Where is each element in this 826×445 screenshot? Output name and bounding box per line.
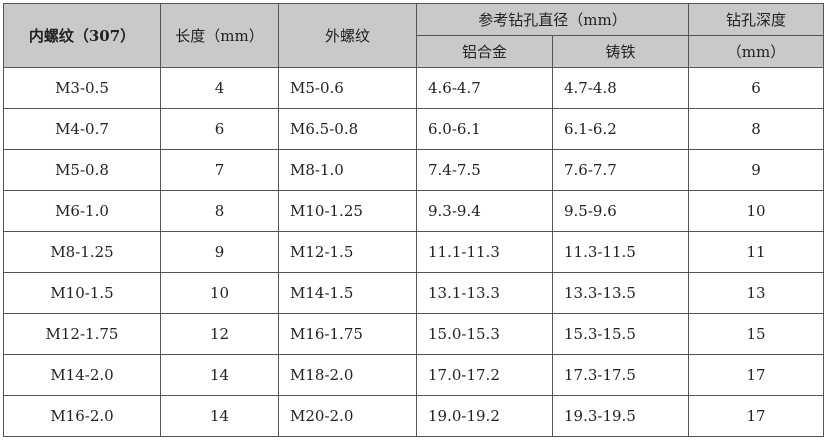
cell-external-thread: M20-2.0 xyxy=(278,395,417,437)
cell-external-thread: M8-1.0 xyxy=(278,149,417,191)
table-row: M12-1.75 12 M16-1.75 15.0-15.3 15.3-15.5 15 xyxy=(3,313,824,355)
cell-internal-thread: M6-1.0 xyxy=(3,190,161,232)
table-row: M4-0.7 6 M6.5-0.8 6.0-6.1 6.1-6.2 8 xyxy=(3,108,824,150)
cell-external-thread: M14-1.5 xyxy=(278,272,417,314)
cell-aluminum-diameter: 19.0-19.2 xyxy=(416,395,553,437)
header-drill-depth: 钻孔深度 xyxy=(688,3,824,36)
header-internal-thread: 内螺纹（307） xyxy=(3,3,161,68)
cell-length: 4 xyxy=(160,67,279,109)
table-row: M16-2.0 14 M20-2.0 19.0-19.2 19.3-19.5 17 xyxy=(3,395,824,437)
cell-external-thread: M12-1.5 xyxy=(278,231,417,273)
cell-aluminum-diameter: 17.0-17.2 xyxy=(416,354,553,396)
cell-cast-iron-diameter: 17.3-17.5 xyxy=(552,354,689,396)
cell-drill-depth: 15 xyxy=(688,313,824,355)
cell-length: 14 xyxy=(160,354,279,396)
cell-internal-thread: M5-0.8 xyxy=(3,149,161,191)
cell-cast-iron-diameter: 19.3-19.5 xyxy=(552,395,689,437)
header-length: 长度（mm） xyxy=(160,3,279,68)
cell-external-thread: M6.5-0.8 xyxy=(278,108,417,150)
cell-cast-iron-diameter: 4.7-4.8 xyxy=(552,67,689,109)
table-row: M3-0.5 4 M5-0.6 4.6-4.7 4.7-4.8 6 xyxy=(3,67,824,109)
cell-external-thread: M10-1.25 xyxy=(278,190,417,232)
cell-external-thread: M16-1.75 xyxy=(278,313,417,355)
cell-drill-depth: 17 xyxy=(688,395,824,437)
cell-aluminum-diameter: 4.6-4.7 xyxy=(416,67,553,109)
cell-cast-iron-diameter: 13.3-13.5 xyxy=(552,272,689,314)
cell-length: 9 xyxy=(160,231,279,273)
table-row: M10-1.5 10 M14-1.5 13.1-13.3 13.3-13.5 13 xyxy=(3,272,824,314)
cell-length: 8 xyxy=(160,190,279,232)
cell-external-thread: M18-2.0 xyxy=(278,354,417,396)
cell-length: 10 xyxy=(160,272,279,314)
cell-cast-iron-diameter: 9.5-9.6 xyxy=(552,190,689,232)
cell-aluminum-diameter: 9.3-9.4 xyxy=(416,190,553,232)
cell-drill-depth: 6 xyxy=(688,67,824,109)
table-row: M6-1.0 8 M10-1.25 9.3-9.4 9.5-9.6 10 xyxy=(3,190,824,232)
header-external-thread: 外螺纹 xyxy=(278,3,417,68)
cell-aluminum-diameter: 7.4-7.5 xyxy=(416,149,553,191)
cell-drill-depth: 9 xyxy=(688,149,824,191)
cell-external-thread: M5-0.6 xyxy=(278,67,417,109)
thread-spec-table: 内螺纹（307） 长度（mm） 外螺纹 参考钻孔直径（mm） 钻孔深度 铝合金 … xyxy=(3,3,824,437)
cell-internal-thread: M4-0.7 xyxy=(3,108,161,150)
cell-cast-iron-diameter: 7.6-7.7 xyxy=(552,149,689,191)
cell-length: 6 xyxy=(160,108,279,150)
cell-length: 14 xyxy=(160,395,279,437)
cell-drill-depth: 8 xyxy=(688,108,824,150)
header-drill-diameter: 参考钻孔直径（mm） xyxy=(416,3,689,36)
cell-aluminum-diameter: 13.1-13.3 xyxy=(416,272,553,314)
cell-internal-thread: M8-1.25 xyxy=(3,231,161,273)
table-row: M8-1.25 9 M12-1.5 11.1-11.3 11.3-11.5 11 xyxy=(3,231,824,273)
cell-cast-iron-diameter: 6.1-6.2 xyxy=(552,108,689,150)
header-cast-iron: 铸铁 xyxy=(552,35,689,68)
cell-internal-thread: M10-1.5 xyxy=(3,272,161,314)
cell-aluminum-diameter: 11.1-11.3 xyxy=(416,231,553,273)
table-row: M5-0.8 7 M8-1.0 7.4-7.5 7.6-7.7 9 xyxy=(3,149,824,191)
header-aluminum: 铝合金 xyxy=(416,35,553,68)
cell-cast-iron-diameter: 11.3-11.5 xyxy=(552,231,689,273)
cell-drill-depth: 10 xyxy=(688,190,824,232)
cell-aluminum-diameter: 6.0-6.1 xyxy=(416,108,553,150)
cell-internal-thread: M14-2.0 xyxy=(3,354,161,396)
table-row: M14-2.0 14 M18-2.0 17.0-17.2 17.3-17.5 17 xyxy=(3,354,824,396)
cell-internal-thread: M12-1.75 xyxy=(3,313,161,355)
cell-drill-depth: 13 xyxy=(688,272,824,314)
cell-drill-depth: 11 xyxy=(688,231,824,273)
cell-length: 12 xyxy=(160,313,279,355)
cell-internal-thread: M3-0.5 xyxy=(3,67,161,109)
cell-drill-depth: 17 xyxy=(688,354,824,396)
cell-aluminum-diameter: 15.0-15.3 xyxy=(416,313,553,355)
cell-cast-iron-diameter: 15.3-15.5 xyxy=(552,313,689,355)
cell-length: 7 xyxy=(160,149,279,191)
header-drill-depth-unit: （mm） xyxy=(688,35,824,68)
cell-internal-thread: M16-2.0 xyxy=(3,395,161,437)
